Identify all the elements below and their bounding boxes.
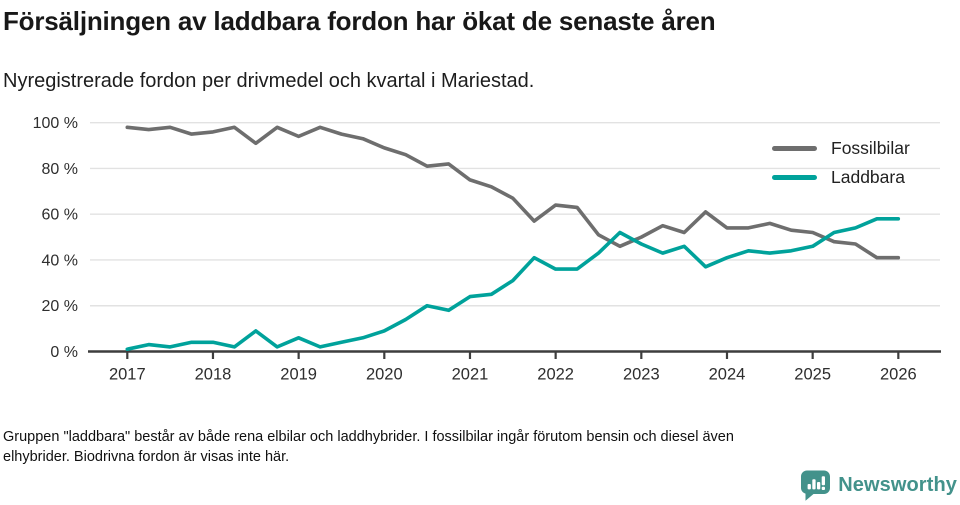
legend-label-laddbara: Laddbara xyxy=(831,166,905,187)
brand-name: Newsworthy xyxy=(838,474,957,496)
x-axis-label: 2023 xyxy=(623,366,660,384)
x-axis-label: 2022 xyxy=(537,366,574,384)
footnote-line-1: Gruppen "laddbara" består av både rena e… xyxy=(3,429,734,445)
x-axis-label: 2021 xyxy=(452,366,489,384)
y-axis-label: 40 % xyxy=(42,252,78,269)
legend-swatch-fossilbilar xyxy=(772,145,817,151)
x-axis-label: 2020 xyxy=(366,366,403,384)
series-line-laddbara xyxy=(125,217,901,352)
y-axis-label: 20 % xyxy=(42,298,78,315)
page-subtitle: Nyregistrerade fordon per drivmedel och … xyxy=(3,70,535,92)
series-line-fossilbilar xyxy=(125,125,901,260)
newsworthy-logo[interactable]: Newsworthy xyxy=(800,469,957,502)
chart-legend: Fossilbilar Laddbara xyxy=(772,138,910,187)
x-axis-label: 2024 xyxy=(709,366,746,384)
legend-item-fossilbilar: Fossilbilar xyxy=(772,138,910,158)
x-axis-label: 2026 xyxy=(880,366,917,384)
y-axis-label: 0 % xyxy=(50,344,78,361)
x-axis-label: 2017 xyxy=(109,366,146,384)
newsworthy-bubble-chart-icon xyxy=(801,470,831,501)
legend-swatch-laddbara xyxy=(772,174,817,180)
legend-item-laddbara: Laddbara xyxy=(772,167,910,187)
y-axis-label: 80 % xyxy=(42,161,78,178)
line-chart: 0 % 20 % 40 % 60 % 80 % 100 % 2017 2018 2019 2020… xyxy=(33,115,941,384)
legend-label-fossilbilar: Fossilbilar xyxy=(831,137,910,158)
page-title: Försäljningen av laddbara fordon har öka… xyxy=(3,6,716,36)
y-axis-label: 60 % xyxy=(42,207,78,224)
x-axis-label: 2025 xyxy=(794,366,831,384)
y-axis-label: 100 % xyxy=(33,115,78,132)
x-axis-label: 2019 xyxy=(280,366,317,384)
x-axis-label: 2018 xyxy=(195,366,232,384)
footnote-line-2: elhybrider. Biodrivna fordon är visas in… xyxy=(3,448,290,465)
chart-footnote: Gruppen "laddbara" består av både rena e… xyxy=(3,428,943,467)
